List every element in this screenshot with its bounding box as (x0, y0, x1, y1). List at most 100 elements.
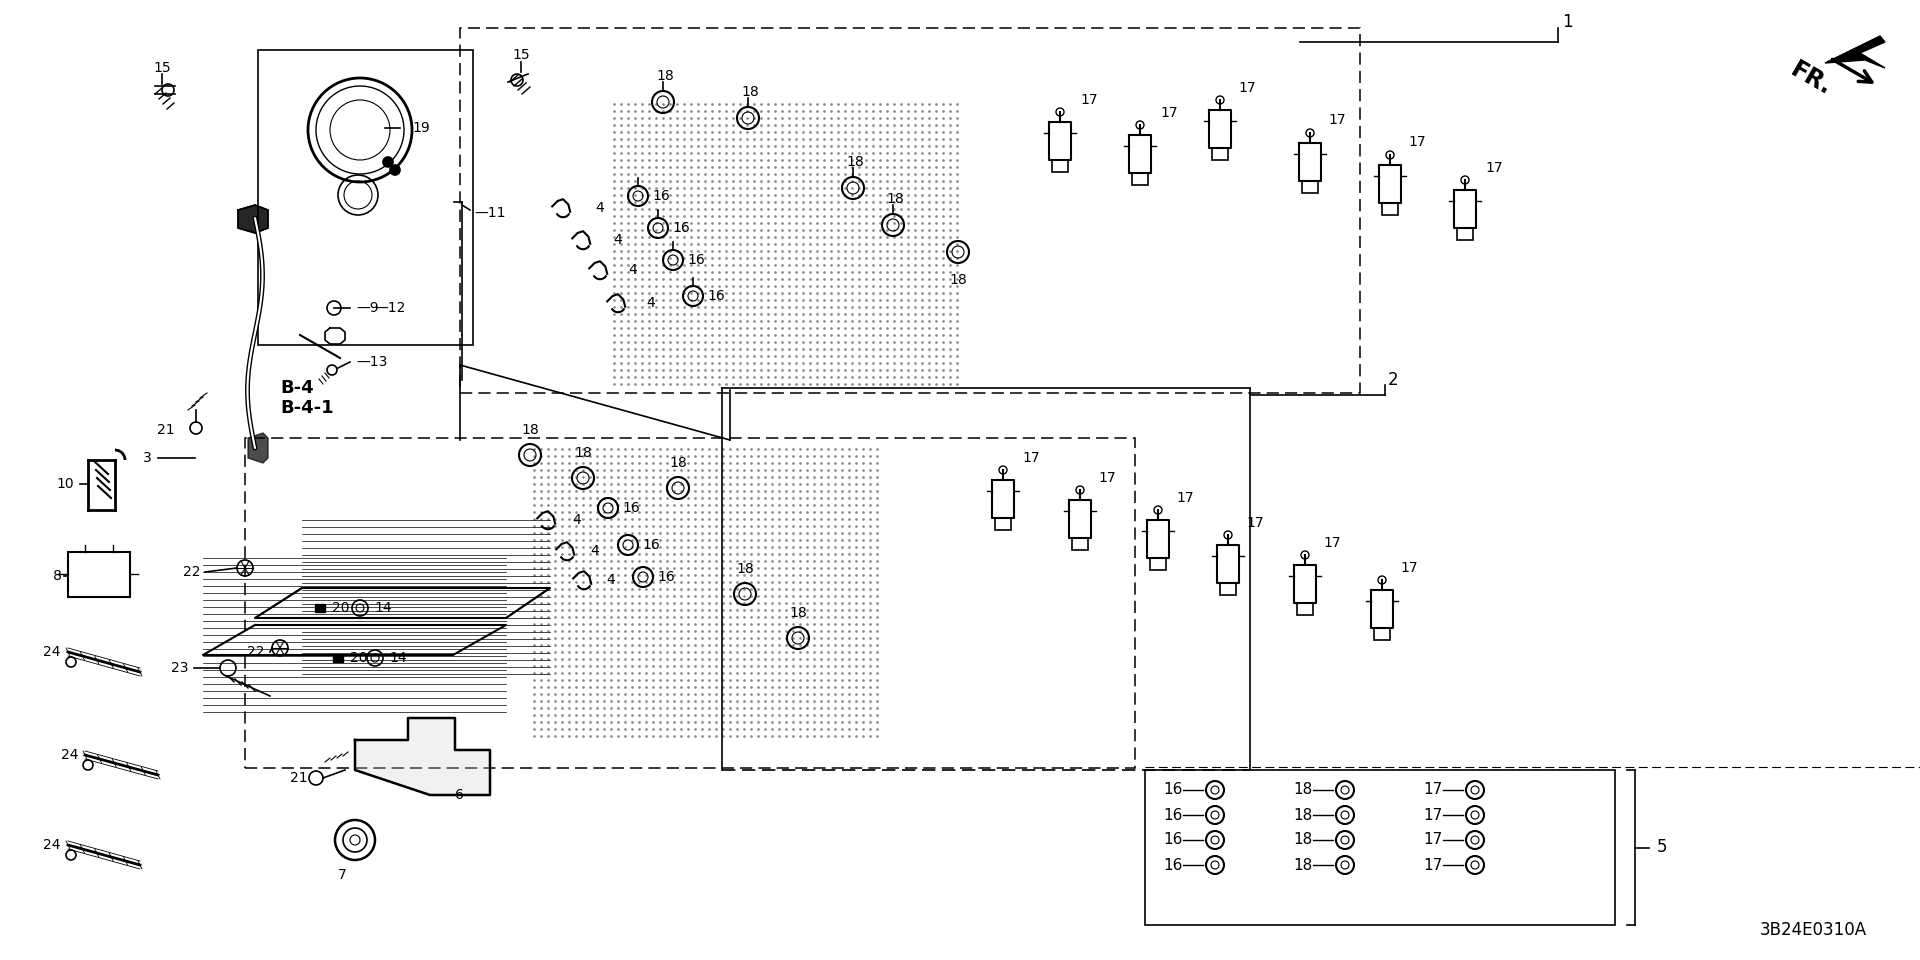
Bar (1071, 538, 1089, 550)
Bar (332, 654, 344, 662)
Text: 14: 14 (374, 601, 392, 615)
Text: 18: 18 (574, 446, 591, 460)
Text: 16: 16 (1164, 782, 1183, 798)
Bar (257, 50, 472, 345)
Text: 4: 4 (572, 513, 580, 527)
Text: 4: 4 (595, 201, 603, 215)
Text: 23: 23 (171, 661, 188, 675)
Text: 17: 17 (1484, 161, 1503, 175)
Text: 16: 16 (622, 501, 639, 515)
Text: 18: 18 (735, 562, 755, 576)
Bar (1133, 173, 1148, 185)
Polygon shape (355, 718, 490, 795)
Bar (1382, 203, 1398, 215)
Text: 17: 17 (1021, 451, 1039, 465)
Text: B-4: B-4 (280, 379, 313, 397)
Text: 17: 17 (1098, 471, 1116, 485)
Bar (1052, 160, 1068, 172)
Text: 19: 19 (413, 121, 430, 135)
Bar (67, 552, 131, 597)
Text: 4: 4 (612, 233, 622, 247)
Bar (461, 28, 1359, 393)
Text: FR.: FR. (1786, 58, 1836, 100)
Polygon shape (1826, 36, 1885, 68)
Text: 1: 1 (1563, 13, 1572, 31)
Polygon shape (238, 205, 269, 233)
Text: 22: 22 (182, 565, 200, 579)
Text: 17: 17 (1407, 135, 1427, 149)
Text: 18: 18 (657, 69, 674, 83)
Text: 6: 6 (455, 788, 465, 802)
Text: 17: 17 (1175, 491, 1194, 505)
Text: 17: 17 (1400, 561, 1417, 575)
Text: 17: 17 (1423, 857, 1442, 873)
Text: 16: 16 (641, 538, 660, 552)
Text: 18: 18 (1292, 782, 1311, 798)
Text: 21: 21 (290, 771, 307, 785)
Text: 2: 2 (1388, 371, 1398, 389)
Bar (315, 604, 324, 612)
Bar (1298, 603, 1313, 615)
Text: 5: 5 (1657, 838, 1667, 856)
Bar (1144, 770, 1615, 925)
Bar (1375, 628, 1390, 640)
Text: 22: 22 (248, 645, 265, 659)
Text: 16: 16 (672, 221, 689, 235)
Text: 3B24E0310A: 3B24E0310A (1761, 921, 1866, 939)
Polygon shape (248, 433, 269, 463)
Text: 24: 24 (42, 645, 60, 659)
Text: B-4-1: B-4-1 (280, 399, 334, 417)
Text: 16: 16 (653, 189, 670, 203)
Text: 4: 4 (607, 573, 614, 587)
Text: 16: 16 (1164, 857, 1183, 873)
Bar (246, 438, 1135, 768)
Text: 17: 17 (1329, 113, 1346, 127)
Text: 20: 20 (332, 601, 349, 615)
Text: 18: 18 (1292, 807, 1311, 823)
Text: 18: 18 (670, 456, 687, 470)
Text: 17: 17 (1423, 807, 1442, 823)
Text: 18: 18 (789, 606, 806, 620)
Text: 18: 18 (1292, 832, 1311, 848)
Polygon shape (255, 588, 549, 618)
Text: 16: 16 (657, 570, 674, 584)
Text: 18: 18 (847, 155, 864, 169)
Text: 16: 16 (1164, 832, 1183, 848)
Bar (1302, 181, 1317, 193)
Text: 24: 24 (42, 838, 60, 852)
Text: 10: 10 (56, 477, 75, 491)
Text: 17: 17 (1079, 93, 1098, 107)
Bar (995, 518, 1010, 530)
Text: —11: —11 (474, 206, 505, 220)
Polygon shape (204, 625, 507, 655)
Text: 17: 17 (1323, 536, 1340, 550)
Text: 4: 4 (589, 544, 599, 558)
Text: 17: 17 (1160, 106, 1177, 120)
Text: 24: 24 (61, 748, 79, 762)
Text: 3: 3 (144, 451, 152, 465)
Bar (1150, 558, 1165, 570)
Text: 4: 4 (645, 296, 655, 310)
Text: 21: 21 (157, 423, 175, 437)
Bar (1212, 148, 1227, 160)
Bar (1221, 583, 1236, 595)
Text: 18: 18 (520, 423, 540, 437)
Circle shape (390, 165, 399, 175)
Text: 17: 17 (1238, 81, 1256, 95)
Text: 17: 17 (1423, 782, 1442, 798)
Text: 16: 16 (687, 253, 705, 267)
Text: 4: 4 (628, 263, 637, 277)
Text: 20: 20 (349, 651, 367, 665)
Text: 18: 18 (948, 273, 968, 287)
Text: 16: 16 (1164, 807, 1183, 823)
Text: 18: 18 (887, 192, 904, 206)
Text: 18: 18 (741, 85, 758, 99)
Text: 15: 15 (513, 48, 530, 62)
Circle shape (382, 157, 394, 167)
Text: —12: —12 (374, 301, 405, 315)
Text: 18: 18 (1292, 857, 1311, 873)
Text: 8: 8 (54, 569, 61, 583)
Text: 7: 7 (338, 868, 346, 882)
Text: 15: 15 (154, 61, 171, 75)
Bar (1457, 228, 1473, 240)
